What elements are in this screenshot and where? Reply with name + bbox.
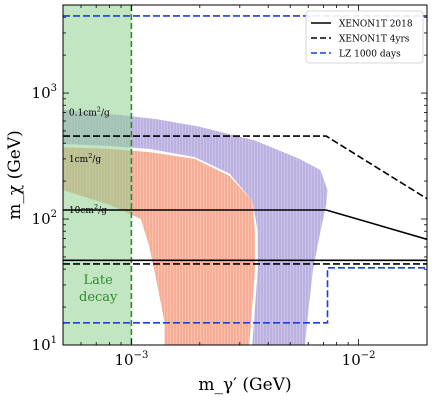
y-tick-label-2: 102 [32,209,57,228]
region-1-texture [63,109,328,345]
curve-xenon1t-4yrs [63,135,427,200]
late-decay-label-1: Late [84,273,114,288]
late-decay-label-2: decay [79,290,118,305]
region-label-1: 0.1cm2/g [69,106,110,119]
x-tick-label-1: 10−3 [114,350,148,369]
plot-area: 0.1cm2/g 1cm2/g 10cm2/g Late decay [63,5,427,345]
legend-label-2: XENON1T 4yrs [339,35,410,45]
region-label-2: 1cm2/g [69,152,101,165]
x-axis-label: m_γ′ (GeV) [198,375,291,395]
legend-label-3: LZ 1000 days [339,50,401,60]
plot-frame [62,4,428,346]
curve-lz-1000-days-low-3 [63,266,427,324]
axes: 10−3 10−2 101 102 103 [32,4,427,369]
curve-xenon1t-2018 [63,209,427,241]
x-tick-label-2: 10−2 [342,350,376,369]
legend-box [305,10,424,64]
legend-label-1: XENON1T 2018 [339,20,413,30]
y-axis-label: m_χ (GeV) [5,130,25,220]
y-tick-label-3: 103 [32,83,57,102]
late-decay-band [63,5,132,345]
legend: XENON1T 2018 XENON1T 4yrs LZ 1000 days [305,10,424,64]
region-label-3: 10cm2/g [69,203,107,216]
y-tick-label-1: 101 [32,335,57,354]
